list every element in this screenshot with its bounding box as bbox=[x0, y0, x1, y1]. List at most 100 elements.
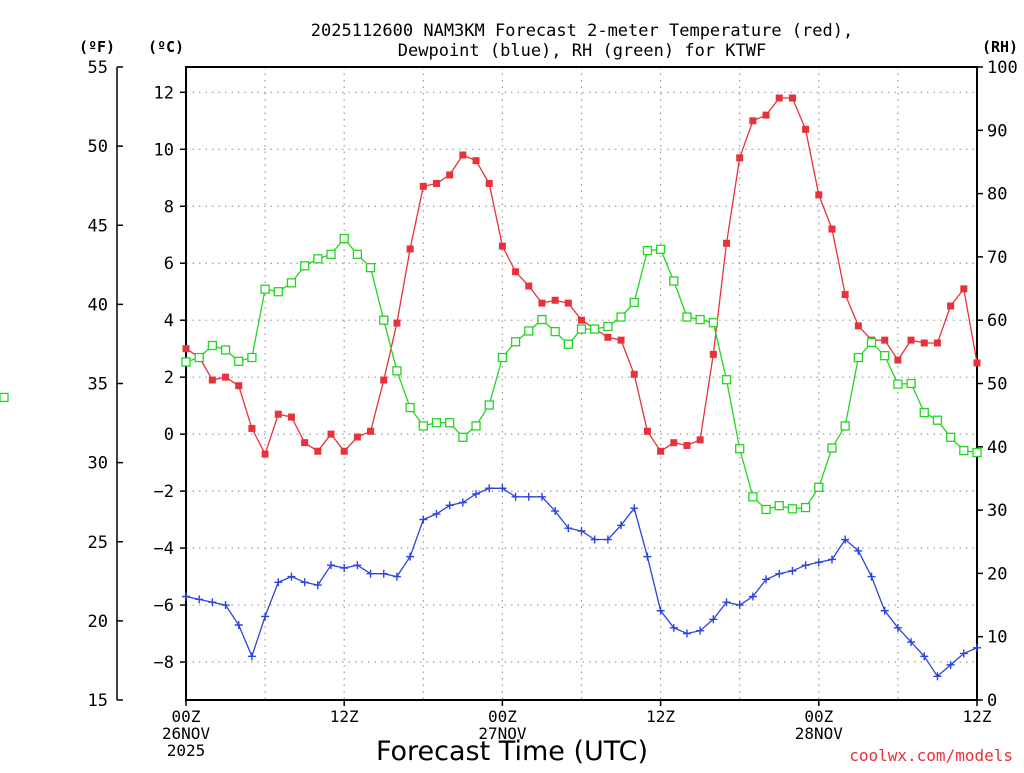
fahrenheit-tick-label: 55 bbox=[88, 58, 108, 78]
temperature-marker bbox=[841, 291, 849, 299]
rh-tick-label: 80 bbox=[987, 185, 1007, 205]
rh-tick-label: 0 bbox=[987, 691, 997, 711]
x-tick-label: 00Z bbox=[172, 707, 201, 726]
rh-marker bbox=[339, 233, 349, 244]
dewpoint-marker bbox=[419, 515, 428, 524]
temperature-marker bbox=[222, 373, 230, 381]
temperature-marker bbox=[419, 182, 427, 190]
dewpoint-marker bbox=[801, 561, 810, 570]
fahrenheit-tick-label: 40 bbox=[88, 295, 108, 315]
dewpoint-marker bbox=[643, 552, 652, 561]
rh-marker bbox=[365, 263, 376, 273]
chart-title-line1: 2025112600 NAM3KM Forecast 2-meter Tempe… bbox=[311, 21, 853, 41]
dewpoint-marker bbox=[392, 572, 401, 581]
rh-marker bbox=[484, 400, 494, 410]
dewpoint-marker bbox=[524, 492, 533, 501]
celsius-tick-label: −6 bbox=[154, 596, 174, 616]
dewpoint-marker bbox=[920, 652, 929, 661]
temperature-marker bbox=[578, 316, 585, 324]
dewpoint-marker bbox=[472, 489, 481, 498]
x-tick-label: 12Z bbox=[963, 707, 992, 726]
temperature-marker bbox=[709, 350, 717, 358]
rh-marker bbox=[827, 443, 837, 453]
celsius-unit-label: (ºC) bbox=[148, 38, 184, 56]
temperature-marker bbox=[775, 94, 783, 102]
rh-marker bbox=[273, 287, 283, 297]
fahrenheit-tick-label: 35 bbox=[88, 375, 108, 395]
rh-marker bbox=[313, 254, 323, 264]
temperature-marker bbox=[485, 179, 493, 187]
rh-tick-label: 20 bbox=[987, 564, 1007, 584]
rh-marker bbox=[906, 378, 916, 389]
dewpoint-marker bbox=[946, 660, 955, 669]
rh-marker bbox=[616, 312, 626, 322]
temperature-marker bbox=[235, 382, 243, 390]
dewpoint-marker bbox=[274, 578, 283, 587]
rh-marker bbox=[761, 504, 771, 515]
temperature-marker bbox=[301, 439, 309, 447]
temperature-marker bbox=[854, 322, 862, 330]
dewpoint-marker bbox=[287, 572, 296, 581]
fahrenheit-tick-label: 50 bbox=[88, 137, 108, 157]
rh-marker bbox=[0, 392, 9, 403]
grid-layer bbox=[186, 67, 977, 700]
rh-unit-label: (RH) bbox=[982, 38, 1018, 56]
dewpoint-marker bbox=[603, 535, 612, 544]
rh-tick-label: 30 bbox=[987, 501, 1007, 521]
dewpoint-marker bbox=[485, 484, 494, 493]
dewpoint-marker bbox=[379, 569, 388, 578]
temperature-marker bbox=[762, 111, 770, 119]
dewpoint-marker bbox=[841, 535, 850, 544]
rh-tick-label: 60 bbox=[987, 311, 1007, 331]
temperature-marker bbox=[815, 191, 823, 199]
rh-marker bbox=[247, 352, 257, 363]
rh-marker bbox=[563, 339, 573, 349]
rh-marker bbox=[655, 244, 666, 254]
dewpoint-marker bbox=[630, 504, 639, 513]
credit-link[interactable]: coolwx.com/models bbox=[849, 746, 1013, 765]
dewpoint-marker bbox=[893, 623, 902, 632]
temperature-marker bbox=[446, 171, 454, 179]
celsius-tick-label: 10 bbox=[154, 140, 174, 160]
temperature-marker bbox=[274, 410, 282, 418]
dewpoint-marker bbox=[959, 649, 968, 658]
dewpoint-marker bbox=[973, 643, 981, 652]
temperature-marker bbox=[512, 268, 520, 276]
rh-marker bbox=[708, 318, 718, 328]
rh-marker bbox=[194, 352, 204, 363]
x-tick-label: 26NOV bbox=[162, 724, 211, 743]
fahrenheit-tick-label: 20 bbox=[88, 612, 108, 632]
temperature-marker bbox=[472, 157, 480, 165]
dewpoint-marker bbox=[827, 555, 836, 564]
rh-series bbox=[0, 233, 982, 515]
dewpoint-marker bbox=[261, 612, 270, 621]
rh-marker bbox=[774, 501, 784, 511]
dewpoint-marker bbox=[814, 558, 823, 567]
temperature-series bbox=[182, 94, 981, 458]
dewpoint-marker bbox=[247, 652, 256, 661]
x-tick-label: 00Z bbox=[488, 707, 517, 726]
rh-marker bbox=[748, 492, 758, 502]
dewpoint-marker bbox=[564, 524, 573, 533]
temperature-marker bbox=[643, 427, 651, 435]
dewpoint-marker bbox=[406, 552, 415, 561]
rh-marker bbox=[326, 249, 336, 260]
rh-marker bbox=[471, 421, 481, 431]
rh-marker bbox=[392, 366, 402, 376]
dewpoint-marker bbox=[880, 606, 889, 615]
rh-marker bbox=[814, 482, 824, 492]
rh-marker bbox=[537, 314, 547, 325]
dewpoint-marker bbox=[195, 595, 204, 604]
dewpoint-marker bbox=[445, 501, 454, 510]
x-tick-label: 12Z bbox=[646, 707, 675, 726]
rh-tick-label: 40 bbox=[987, 438, 1007, 458]
temperature-marker bbox=[960, 285, 968, 293]
axes-layer: 555045403530252015121086420−2−4−6−810090… bbox=[88, 58, 1018, 760]
rh-marker bbox=[458, 432, 468, 442]
dewpoint-marker bbox=[221, 601, 230, 610]
temperature-marker bbox=[314, 447, 322, 455]
temperature-marker bbox=[828, 225, 836, 233]
dewpoint-series bbox=[182, 484, 981, 681]
rh-marker bbox=[853, 352, 863, 363]
temperature-marker bbox=[881, 336, 889, 344]
